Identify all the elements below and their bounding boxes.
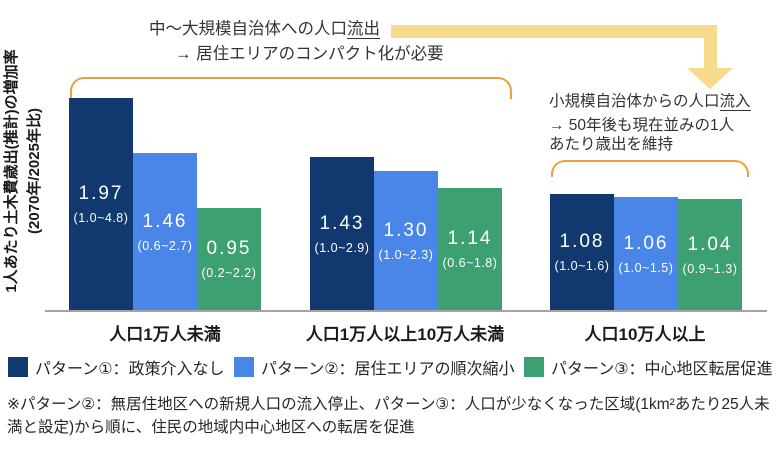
x-axis-line xyxy=(45,310,767,312)
legend: パターン①：政策介入なし パターン②：居住エリアの順次縮小 パターン③：中心地区転居… xyxy=(0,356,780,380)
legend-label: パターン②：居住エリアの順次縮小 xyxy=(261,361,515,378)
legend-swatch-icon xyxy=(524,357,544,377)
annotation-outflow-underlined: 流出 xyxy=(347,20,380,39)
legend-label: パターン①：政策介入なし xyxy=(35,361,225,378)
bar-value-label: 1.06 xyxy=(623,232,669,254)
bar-value-label: 1.04 xyxy=(687,233,733,255)
legend-swatch-icon xyxy=(8,357,28,377)
annotation-inflow-underlined: 流入 xyxy=(719,93,751,111)
annotation-outflow-line1: 中～大規模自治体への人口流出 xyxy=(149,19,444,40)
bar-value-label: 1.43 xyxy=(319,212,365,234)
y-axis-label: 1人あたり土木費歳出(推計)の増加率 (2070年/2025年比) xyxy=(0,26,46,316)
bar-range-label: (1.0~1.5) xyxy=(618,260,674,275)
x-axis-category-2: 人口1万人以上10万人未満 xyxy=(305,325,505,344)
x-axis-category-1: 人口1万人未満 xyxy=(109,325,221,344)
bar-value-label: 0.95 xyxy=(206,238,252,259)
bar-range-label: (0.6~1.8) xyxy=(442,256,498,270)
x-axis-category-3: 人口10万人以上 xyxy=(584,325,706,344)
bar-range-label: (0.9~1.3) xyxy=(682,261,738,276)
y-axis-label-line1: 1人あたり土木費歳出(推計)の増加率 xyxy=(3,49,20,293)
bar-range-label: (1.0~4.8) xyxy=(73,211,129,225)
bar-value-label: 1.08 xyxy=(559,231,605,252)
bar-range-label: (1.0~1.6) xyxy=(554,259,610,273)
bar-value-label: 1.97 xyxy=(78,183,124,204)
bar-range-label: (0.6~2.7) xyxy=(137,238,193,253)
y-axis-label-line2: (2070年/2025年比) xyxy=(26,108,43,234)
annotation-inflow-text: 小規模自治体からの人口 xyxy=(549,93,720,110)
bar-value-label: 1.46 xyxy=(142,210,188,232)
legend-item-pattern3: パターン③：中心地区転居促進 xyxy=(524,356,773,378)
footnote: ※パターン②：無居住地区への新規人口の流入停止、パターン③：人口が少なくなった区… xyxy=(7,396,770,436)
legend-item-pattern1: パターン①：政策介入なし xyxy=(8,356,225,378)
bar-pattern3-group1: 0.95 (0.2~2.2) xyxy=(197,208,261,311)
bar-range-label: (1.0~2.9) xyxy=(314,240,370,255)
flow-arrow-vertical xyxy=(704,25,717,69)
bar-pattern2-group3: 1.06 (1.0~1.5) xyxy=(614,197,678,311)
bar-pattern2-group2: 1.30 (1.0~2.3) xyxy=(374,171,438,311)
legend-item-pattern2: パターン②：居住エリアの順次縮小 xyxy=(234,356,515,378)
bar-range-label: (1.0~2.3) xyxy=(378,247,434,262)
bar-pattern1-group2: 1.43 (1.0~2.9) xyxy=(310,157,374,311)
bar-range-label: (0.2~2.2) xyxy=(201,266,257,280)
annotation-inflow-line2: → 50年後も現在並みの1人 xyxy=(549,117,735,134)
annotation-outflow-line2: → 居住エリアのコンパクト化が必要 xyxy=(175,45,444,63)
bracket-large-group xyxy=(551,160,749,177)
bar-pattern1-group1: 1.97 (1.0~4.8) xyxy=(69,98,133,311)
bar-pattern2-group1: 1.46 (0.6~2.7) xyxy=(133,153,197,311)
annotation-outflow-text: 中～大規模自治体への人口 xyxy=(149,20,347,38)
annotation-inflow: 小規模自治体からの人口流入 → 50年後も現在並みの1人 あたり歳出を維持 xyxy=(549,92,751,154)
flow-arrow-horizontal xyxy=(391,25,717,38)
bar-pattern1-group3: 1.08 (1.0~1.6) xyxy=(550,194,614,311)
bar-pattern3-group3: 1.04 (0.9~1.3) xyxy=(678,199,742,311)
annotation-inflow-line3: あたり歳出を維持 xyxy=(549,136,674,153)
annotation-inflow-line1: 小規模自治体からの人口流入 xyxy=(549,92,751,111)
bar-value-label: 1.14 xyxy=(447,228,493,249)
legend-swatch-icon xyxy=(234,357,254,377)
legend-label: パターン③：中心地区転居促進 xyxy=(551,361,773,378)
flow-arrow-head-icon xyxy=(687,68,733,89)
bar-pattern3-group2: 1.14 (0.6~1.8) xyxy=(438,188,502,311)
annotation-outflow: 中～大規模自治体への人口流出 → 居住エリアのコンパクト化が必要 xyxy=(149,19,444,65)
bar-value-label: 1.30 xyxy=(383,219,429,241)
bracket-small-medium-groups xyxy=(70,77,512,99)
